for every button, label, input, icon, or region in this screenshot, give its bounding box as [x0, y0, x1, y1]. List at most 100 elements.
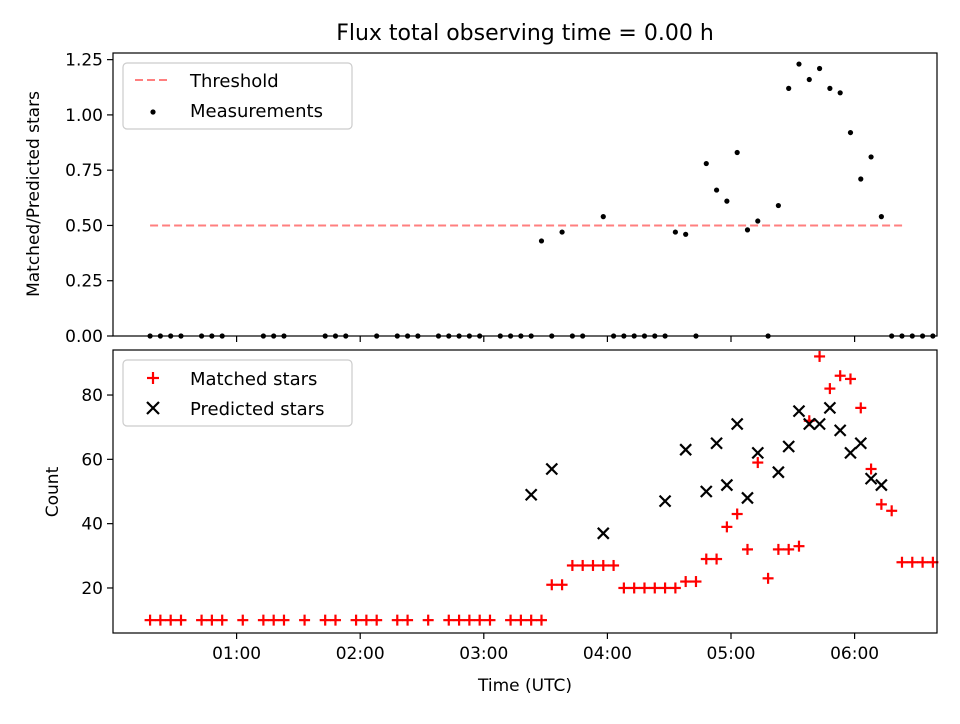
- matched-star-point: [855, 402, 867, 414]
- measurement-point: [600, 214, 606, 220]
- measurement-point: [713, 187, 720, 193]
- measurement-point: [683, 231, 689, 237]
- predicted-star-point: [751, 446, 765, 460]
- legend-measurements-swatch: [150, 109, 156, 115]
- matched-star-point: [546, 579, 558, 591]
- matched-star-point: [618, 582, 630, 594]
- matched-star-point: [196, 614, 208, 626]
- matched-star-point: [525, 614, 537, 626]
- predicted-star-point: [792, 404, 806, 418]
- legend-matched-swatch: [147, 372, 159, 384]
- top-y-tick-label: 1.25: [65, 51, 103, 71]
- bottom-y-axis-label: Count: [43, 466, 63, 517]
- bottom-x-ticks: 01:00 02:00 03:00 04:00 05:00 06:00: [212, 633, 879, 664]
- matched-star-point: [649, 582, 661, 594]
- matched-star-point: [690, 576, 702, 588]
- matched-star-point: [206, 614, 218, 626]
- legend-predicted-label: Predicted stars: [190, 399, 324, 420]
- measurement-point: [755, 218, 761, 224]
- x-tick-label: 05:00: [707, 644, 756, 664]
- matched-star-point: [278, 614, 290, 626]
- matched-star-point: [752, 457, 764, 469]
- top-y-tick-label: 1.00: [65, 106, 103, 126]
- bottom-plot-frame: [112, 349, 938, 634]
- matched-star-point: [896, 556, 908, 568]
- matched-star-point: [824, 383, 836, 395]
- top-legend-box: [122, 62, 353, 130]
- matched-star-point: [587, 559, 599, 571]
- matched-star-point: [329, 614, 341, 626]
- x-tick-label: 06:00: [830, 644, 879, 664]
- matched-star-point: [577, 559, 589, 571]
- matched-star-point: [556, 579, 568, 591]
- matched-star-point: [628, 582, 640, 594]
- predicted-star-point: [772, 465, 785, 479]
- matched-star-point: [422, 614, 434, 626]
- predicted-star-point: [710, 436, 723, 450]
- matched-star-point: [154, 614, 166, 626]
- top-plot-frame: [112, 52, 938, 337]
- bottom-y-tick-label: 20: [81, 579, 103, 599]
- bottom-y-tick-label: 60: [81, 450, 103, 470]
- matched-star-point: [793, 540, 805, 552]
- measurement-point: [775, 202, 781, 209]
- matched-star-point: [453, 614, 465, 626]
- predicted-star-point: [854, 436, 868, 450]
- predicted-star-point: [545, 462, 559, 476]
- measurement-point: [858, 176, 864, 182]
- predicted-star-point: [730, 417, 744, 431]
- matched-star-point: [834, 370, 846, 382]
- matched-star-point: [875, 498, 887, 510]
- predicted-star-point: [844, 446, 857, 460]
- measurement-point: [878, 214, 884, 220]
- matched-star-point: [844, 373, 856, 385]
- bottom-y-tick-label: 80: [81, 386, 103, 406]
- matched-star-point: [638, 582, 650, 594]
- predicted-star-point: [597, 527, 610, 540]
- matched-star-point: [319, 614, 331, 626]
- matched-star-point: [237, 614, 249, 626]
- measurement-point: [744, 227, 751, 233]
- measurement-point: [837, 90, 843, 96]
- measurement-point: [868, 154, 874, 160]
- legend-matched-label: Matched stars: [190, 369, 317, 390]
- matched-star-point: [144, 614, 156, 626]
- top-y-ticks: 0.00 0.25 0.50 0.75 1.00 1.25: [65, 51, 113, 347]
- matched-star-point: [402, 614, 414, 626]
- matched-star-point: [515, 614, 527, 626]
- matched-star-point: [216, 614, 228, 626]
- measurement-point: [559, 229, 565, 235]
- x-axis-label: Time (UTC): [477, 676, 572, 696]
- top-panel: Flux total observing time = 0.00 h Match…: [24, 21, 938, 347]
- chart-title: Flux total observing time = 0.00 h: [336, 21, 714, 46]
- matched-star-point: [566, 559, 578, 571]
- bottom-legend: Matched stars Predicted stars: [122, 359, 353, 427]
- predicted-star-point: [720, 478, 734, 492]
- predicted-star-point: [875, 478, 888, 492]
- measurement-point: [724, 198, 730, 204]
- matched-star-point: [371, 614, 383, 626]
- measurement-point: [538, 238, 545, 244]
- x-tick-label: 03:00: [459, 644, 508, 664]
- matched-star-point: [700, 553, 712, 565]
- matched-star-point: [350, 614, 362, 626]
- matched-star-point: [268, 614, 280, 626]
- x-tick-label: 04:00: [583, 644, 632, 664]
- matched-star-point: [299, 614, 311, 626]
- matched-star-point: [886, 505, 898, 517]
- matched-star-point: [597, 559, 609, 571]
- top-y-axis-label: Matched/Predicted stars: [24, 91, 44, 297]
- matched-star-point: [669, 582, 681, 594]
- matched-star-point: [165, 614, 177, 626]
- matched-star-point: [535, 614, 547, 626]
- top-y-tick-label: 0.25: [65, 272, 103, 292]
- matched-star-point: [680, 576, 692, 588]
- predicted-star-point: [700, 485, 713, 498]
- measurement-point: [847, 129, 854, 136]
- predicted-star-point: [782, 440, 795, 453]
- predicted-star-point: [823, 401, 837, 415]
- matched-star-point: [865, 463, 877, 475]
- matched-star-point: [762, 572, 774, 584]
- matched-star-point: [659, 582, 671, 594]
